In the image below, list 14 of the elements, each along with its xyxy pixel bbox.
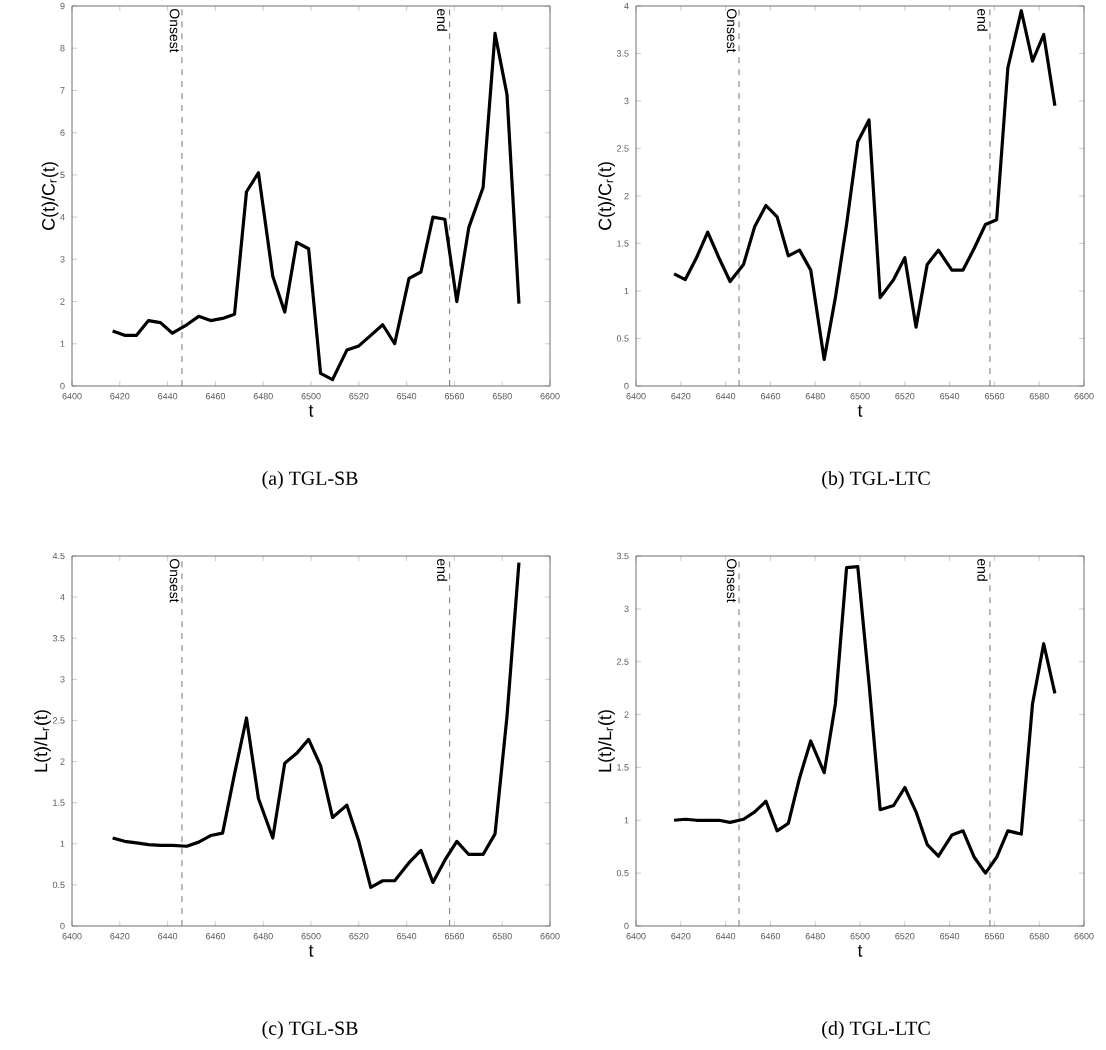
text: (b) TGL-LTC (822, 470, 930, 490)
line-series (111, 560, 521, 889)
y-axis-title: L(t)/L$_{r}$(t) (34, 710, 51, 772)
text: (a) TGL-SB (262, 470, 358, 490)
x-axis-title: t (857, 405, 863, 417)
text: (d) TGL-LTC (822, 1020, 930, 1040)
x-axis-title: t (308, 945, 314, 957)
y-axis-title: C(t)/C$_{r}$(t) (598, 162, 615, 230)
y-axis-title: C(t)/C$_{r}$(t) (41, 162, 59, 230)
x-axis-title: t (857, 945, 863, 957)
line-series (672, 9, 1057, 361)
text: (c) TGL-SB (262, 1020, 358, 1040)
x-axis-title: t (308, 405, 314, 417)
y-axis-title: L(t)/L$_{r}$(t) (598, 710, 615, 772)
